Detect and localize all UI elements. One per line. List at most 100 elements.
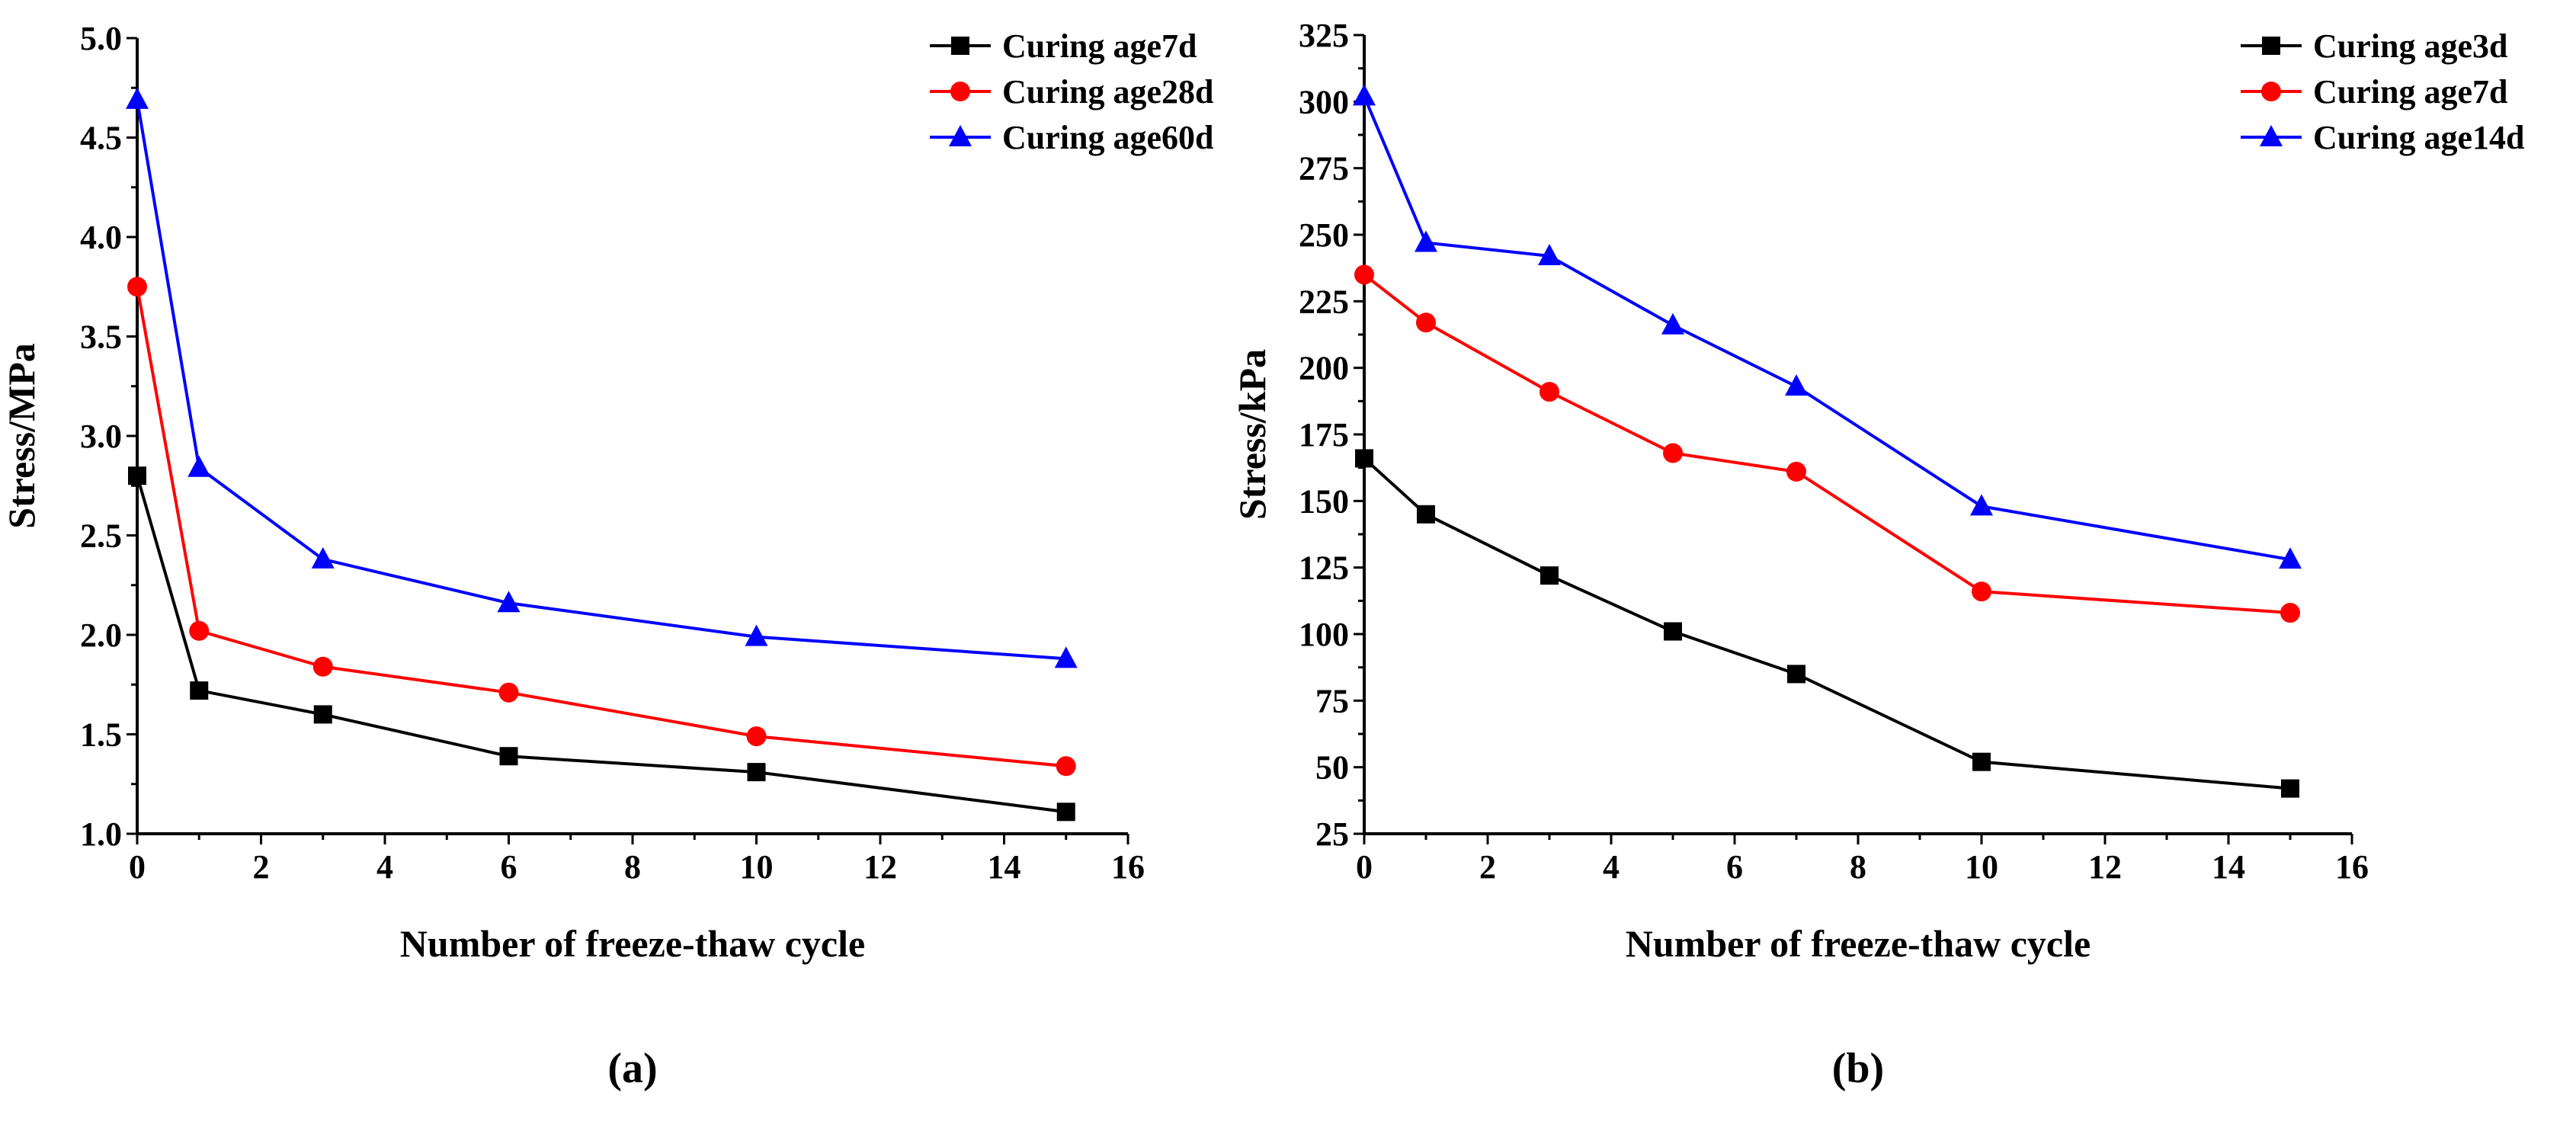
y-tick-label: 75 bbox=[1315, 682, 1349, 719]
y-tick-label: 150 bbox=[1299, 482, 1349, 520]
y-tick-label: 225 bbox=[1299, 283, 1349, 320]
y-tick-label: 100 bbox=[1299, 616, 1349, 653]
x-tick-label: 14 bbox=[988, 848, 1021, 886]
panel-label: (a) bbox=[607, 1045, 657, 1092]
y-tick-label: 300 bbox=[1299, 83, 1349, 120]
data-point bbox=[2279, 547, 2302, 569]
legend-item: Curing age14d bbox=[2241, 119, 2524, 156]
legend-marker bbox=[949, 125, 972, 146]
y-tick-label: 50 bbox=[1315, 749, 1349, 787]
y-tick-label: 2.5 bbox=[80, 517, 122, 555]
x-tick-label: 6 bbox=[501, 848, 517, 886]
x-tick-label: 6 bbox=[1726, 848, 1743, 886]
series-line bbox=[1363, 457, 2291, 790]
series-line bbox=[1363, 273, 2291, 615]
x-axis-label: Number of freeze-thaw cycle bbox=[400, 922, 865, 965]
data-point bbox=[128, 466, 146, 485]
legend-label: Curing age7d bbox=[2313, 73, 2507, 111]
data-point bbox=[312, 656, 333, 677]
legend-label: Curing age60d bbox=[1002, 119, 1213, 156]
data-point bbox=[1785, 374, 1808, 396]
series-curing-age7d bbox=[128, 466, 1075, 822]
y-tick-label: 325 bbox=[1299, 17, 1349, 54]
x-tick-label: 2 bbox=[1479, 848, 1496, 886]
series-line bbox=[136, 475, 1067, 814]
x-tick-label: 2 bbox=[253, 848, 270, 886]
x-tick-label: 4 bbox=[376, 848, 393, 886]
y-tick-label: 275 bbox=[1299, 150, 1349, 187]
y-axis-label: Stress/MPa bbox=[0, 343, 43, 528]
legend-item: Curing age3d bbox=[2241, 27, 2507, 65]
data-point bbox=[1540, 382, 1559, 402]
series-curing-age60d bbox=[126, 87, 1078, 668]
legend-marker bbox=[2261, 82, 2281, 101]
data-point bbox=[1353, 84, 1376, 106]
data-point bbox=[190, 681, 209, 700]
y-tick-label: 3.5 bbox=[80, 319, 122, 356]
data-point bbox=[1663, 443, 1683, 463]
data-point bbox=[1416, 312, 1436, 333]
legend-label: Curing age3d bbox=[2313, 27, 2507, 65]
data-point bbox=[1054, 646, 1078, 668]
data-point bbox=[745, 624, 768, 646]
y-tick-label: 175 bbox=[1299, 416, 1349, 453]
data-point bbox=[747, 763, 766, 782]
data-point bbox=[1354, 264, 1374, 285]
data-point bbox=[1538, 243, 1561, 265]
y-tick-label: 4.0 bbox=[80, 219, 122, 256]
data-point bbox=[1355, 449, 1373, 468]
y-tick-label: 1.0 bbox=[80, 815, 122, 853]
y-tick-label: 25 bbox=[1315, 815, 1349, 853]
x-tick-label: 10 bbox=[1965, 848, 1998, 886]
series-line bbox=[136, 99, 1066, 661]
x-tick-label: 4 bbox=[1603, 848, 1620, 886]
data-point bbox=[497, 591, 521, 613]
y-tick-label: 1.5 bbox=[80, 716, 122, 754]
legend-marker bbox=[951, 37, 969, 55]
data-point bbox=[2281, 779, 2299, 798]
y-tick-label: 125 bbox=[1299, 549, 1349, 587]
data-point bbox=[1664, 622, 1682, 641]
y-tick-label: 250 bbox=[1299, 216, 1349, 254]
legend-item: Curing age7d bbox=[930, 27, 1197, 65]
legend-marker bbox=[2262, 37, 2280, 55]
data-point bbox=[746, 726, 767, 747]
data-point bbox=[2280, 603, 2300, 623]
panel-label: (b) bbox=[1832, 1045, 1884, 1092]
x-tick-label: 12 bbox=[2088, 848, 2122, 886]
data-point bbox=[499, 747, 518, 766]
legend-label: Curing age14d bbox=[2313, 119, 2524, 156]
legend-item: Curing age7d bbox=[2241, 73, 2507, 111]
data-point bbox=[1787, 665, 1805, 684]
y-axis-label: Stress/kPa bbox=[1231, 349, 1274, 520]
chart-panel-a: 0 2 4 6 8 10 12 14 16 1.0 1.5 2.0 2.5 3.0 3.5 4.0 4.5 5.0… bbox=[0, 20, 1213, 1092]
data-point bbox=[1970, 494, 1993, 516]
data-point bbox=[189, 620, 210, 641]
data-point bbox=[1786, 461, 1806, 482]
legend-label: Curing age7d bbox=[1002, 27, 1197, 65]
x-tick-label: 8 bbox=[1850, 848, 1866, 886]
data-point bbox=[1415, 230, 1437, 252]
x-axis-label: Number of freeze-thaw cycle bbox=[1626, 922, 2091, 965]
data-point bbox=[313, 705, 332, 724]
y-tick-label: 3.0 bbox=[80, 418, 122, 455]
x-tick-label: 10 bbox=[740, 848, 774, 886]
legend-marker bbox=[950, 82, 970, 101]
data-point bbox=[1972, 752, 1991, 771]
x-tick-label: 16 bbox=[2335, 848, 2369, 886]
data-point bbox=[1056, 756, 1076, 777]
legend-marker bbox=[2260, 125, 2283, 146]
legend-item: Curing age60d bbox=[930, 119, 1213, 156]
data-point bbox=[1540, 566, 1559, 585]
y-tick-label: 5.0 bbox=[80, 20, 122, 57]
data-point bbox=[498, 682, 519, 703]
data-point bbox=[1972, 582, 1991, 602]
x-tick-label: 16 bbox=[1111, 848, 1145, 886]
series-curing-age14d bbox=[1353, 84, 2302, 569]
x-tick-label: 0 bbox=[1356, 848, 1373, 886]
series-curing-age7d bbox=[1354, 264, 2300, 623]
series-line bbox=[136, 286, 1066, 768]
data-point bbox=[126, 87, 149, 109]
y-tick-label: 4.5 bbox=[80, 120, 122, 157]
